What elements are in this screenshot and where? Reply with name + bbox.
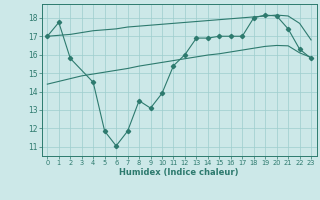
X-axis label: Humidex (Indice chaleur): Humidex (Indice chaleur) (119, 168, 239, 177)
